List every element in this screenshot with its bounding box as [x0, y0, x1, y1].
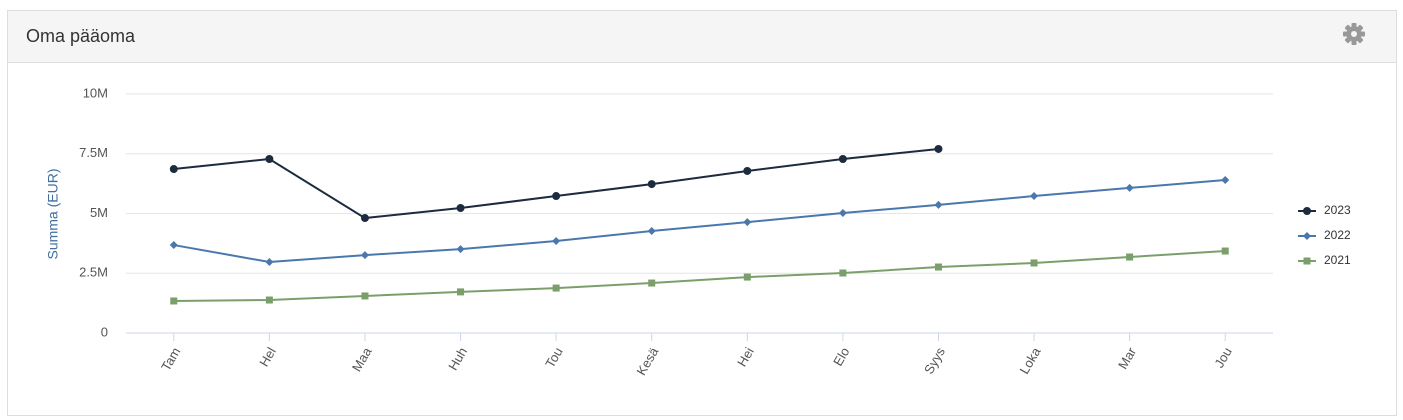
data-point — [1030, 259, 1038, 267]
data-point — [838, 209, 847, 218]
data-point — [265, 155, 274, 164]
data-point — [169, 165, 178, 174]
data-point — [1221, 247, 1229, 255]
data-point — [647, 180, 656, 189]
data-point — [934, 144, 943, 153]
y-tick-label: 7.5M — [79, 145, 108, 160]
data-point — [839, 269, 847, 277]
legend-symbol — [1303, 232, 1311, 240]
panel-title: Oma pääoma — [26, 26, 136, 46]
data-point — [360, 251, 369, 260]
data-point — [1126, 253, 1134, 261]
series-line — [173, 179, 1226, 264]
data-point — [743, 273, 751, 281]
y-tick-label: 5M — [90, 205, 108, 220]
legend-symbol — [1303, 257, 1311, 265]
legend-label: 2023 — [1324, 203, 1351, 217]
series-line — [173, 250, 1226, 302]
data-point — [360, 214, 369, 223]
data-point — [743, 166, 752, 175]
y-tick-label: 10M — [83, 85, 108, 100]
legend-label: 2021 — [1324, 253, 1351, 267]
data-point — [456, 245, 465, 254]
y-tick-label: 2.5M — [79, 265, 108, 280]
data-point — [1030, 192, 1039, 201]
data-point — [838, 155, 847, 164]
y-tick-label: 0 — [101, 324, 108, 339]
data-point — [361, 292, 369, 300]
data-point — [456, 204, 465, 213]
data-point — [265, 296, 273, 304]
panel-header — [8, 11, 1396, 62]
legend-label: 2022 — [1324, 228, 1351, 242]
data-point — [265, 258, 274, 267]
data-point — [169, 241, 178, 250]
data-point — [1221, 176, 1230, 185]
data-point — [552, 284, 560, 292]
settings-icon[interactable] — [1343, 23, 1365, 45]
data-point — [647, 226, 656, 235]
data-point — [170, 297, 178, 305]
data-point — [934, 263, 942, 271]
legend-symbol — [1303, 207, 1311, 215]
data-point — [457, 288, 465, 296]
data-point — [552, 236, 561, 245]
data-point — [934, 200, 943, 209]
data-point — [1125, 183, 1134, 192]
data-point — [743, 218, 752, 227]
data-point — [648, 279, 656, 287]
data-point — [552, 192, 561, 201]
y-axis-label: Summa (EUR) — [45, 168, 61, 259]
